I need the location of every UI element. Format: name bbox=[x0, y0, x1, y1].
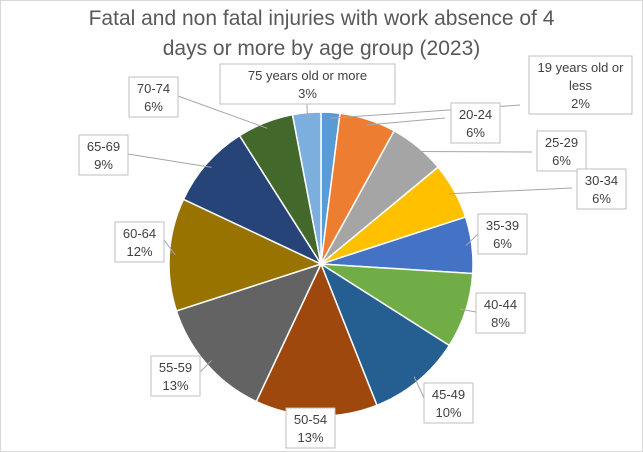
chart-title-line-2: days or more by age group (2023) bbox=[162, 37, 481, 60]
data-label-3: 25-29 6% bbox=[536, 130, 587, 172]
leader-line-5 bbox=[465, 233, 479, 247]
data-label-category: 40-44 bbox=[484, 297, 517, 312]
data-label-7: 45-49 10% bbox=[423, 382, 474, 424]
data-label-percent: 13% bbox=[297, 430, 323, 445]
data-label-category: 75 years old or more bbox=[248, 68, 367, 83]
data-label-category: 30-34 bbox=[585, 173, 618, 188]
data-label-category: 45-49 bbox=[432, 387, 465, 402]
data-label-6: 40-44 8% bbox=[475, 292, 526, 334]
data-label-10: 60-64 12% bbox=[114, 221, 165, 263]
data-label-category: less bbox=[569, 78, 593, 93]
data-label-box bbox=[423, 382, 474, 424]
data-label-1: 19 years old or less 2% bbox=[528, 55, 633, 115]
data-label-category: 50-54 bbox=[294, 412, 327, 427]
data-label-box bbox=[114, 221, 165, 263]
data-label-percent: 2% bbox=[571, 96, 590, 111]
data-label-box bbox=[477, 213, 528, 255]
data-label-percent: 6% bbox=[466, 125, 485, 140]
pie-slice-11 bbox=[182, 134, 324, 266]
data-label-box bbox=[536, 130, 587, 172]
chart-title-line-1: Fatal and non fatal injuries with work a… bbox=[88, 7, 555, 30]
data-label-box bbox=[528, 55, 633, 115]
pie-slice-10 bbox=[168, 198, 324, 312]
data-label-box bbox=[150, 355, 201, 397]
leader-line-4 bbox=[448, 187, 573, 195]
data-label-box bbox=[576, 168, 627, 210]
data-label-category: 19 years old or bbox=[538, 60, 625, 75]
data-label-2: 20-24 6% bbox=[450, 102, 501, 144]
data-label-box bbox=[219, 63, 396, 105]
data-label-11: 65-69 9% bbox=[78, 134, 129, 176]
data-label-9: 55-59 13% bbox=[150, 355, 201, 397]
data-label-category: 60-64 bbox=[123, 226, 156, 241]
data-label-percent: 3% bbox=[298, 86, 317, 101]
data-label-percent: 6% bbox=[552, 153, 571, 168]
data-label-box bbox=[285, 407, 336, 449]
data-label-percent: 6% bbox=[144, 99, 163, 114]
leader-line-10 bbox=[163, 239, 176, 256]
data-label-category: 70-74 bbox=[137, 81, 170, 96]
leader-line-12 bbox=[177, 95, 268, 129]
leader-line-6 bbox=[459, 308, 477, 313]
data-label-5: 35-39 6% bbox=[477, 213, 528, 255]
data-label-category: 65-69 bbox=[87, 139, 120, 154]
data-label-12: 70-74 6% bbox=[128, 76, 179, 118]
leader-line-9 bbox=[199, 360, 212, 373]
data-label-percent: 9% bbox=[94, 157, 113, 172]
data-label-box bbox=[128, 76, 179, 118]
data-label-category: 55-59 bbox=[159, 360, 192, 375]
leader-line-3 bbox=[414, 151, 533, 153]
data-label-percent: 10% bbox=[435, 405, 461, 420]
data-label-box bbox=[475, 292, 526, 334]
data-label-percent: 6% bbox=[592, 191, 611, 206]
leader-line-7 bbox=[413, 376, 425, 399]
data-label-category: 35-39 bbox=[486, 218, 519, 233]
data-label-percent: 12% bbox=[126, 244, 152, 259]
data-label-percent: 8% bbox=[491, 315, 510, 330]
data-label-13: 75 years old or more 3% bbox=[219, 63, 396, 105]
leader-line-11 bbox=[127, 153, 212, 168]
chart-title: Fatal and non fatal injuries with work a… bbox=[0, 4, 643, 64]
data-label-percent: 6% bbox=[493, 236, 512, 251]
data-label-8: 50-54 13% bbox=[285, 407, 336, 449]
data-label-box bbox=[78, 134, 129, 176]
pie-slice-7 bbox=[319, 262, 451, 407]
data-label-category: 20-24 bbox=[459, 107, 492, 122]
data-label-percent: 13% bbox=[162, 378, 188, 393]
data-label-box bbox=[450, 102, 501, 144]
data-label-category: 25-29 bbox=[545, 135, 578, 150]
leader-line-2 bbox=[366, 117, 446, 126]
data-label-4: 30-34 6% bbox=[576, 168, 627, 210]
